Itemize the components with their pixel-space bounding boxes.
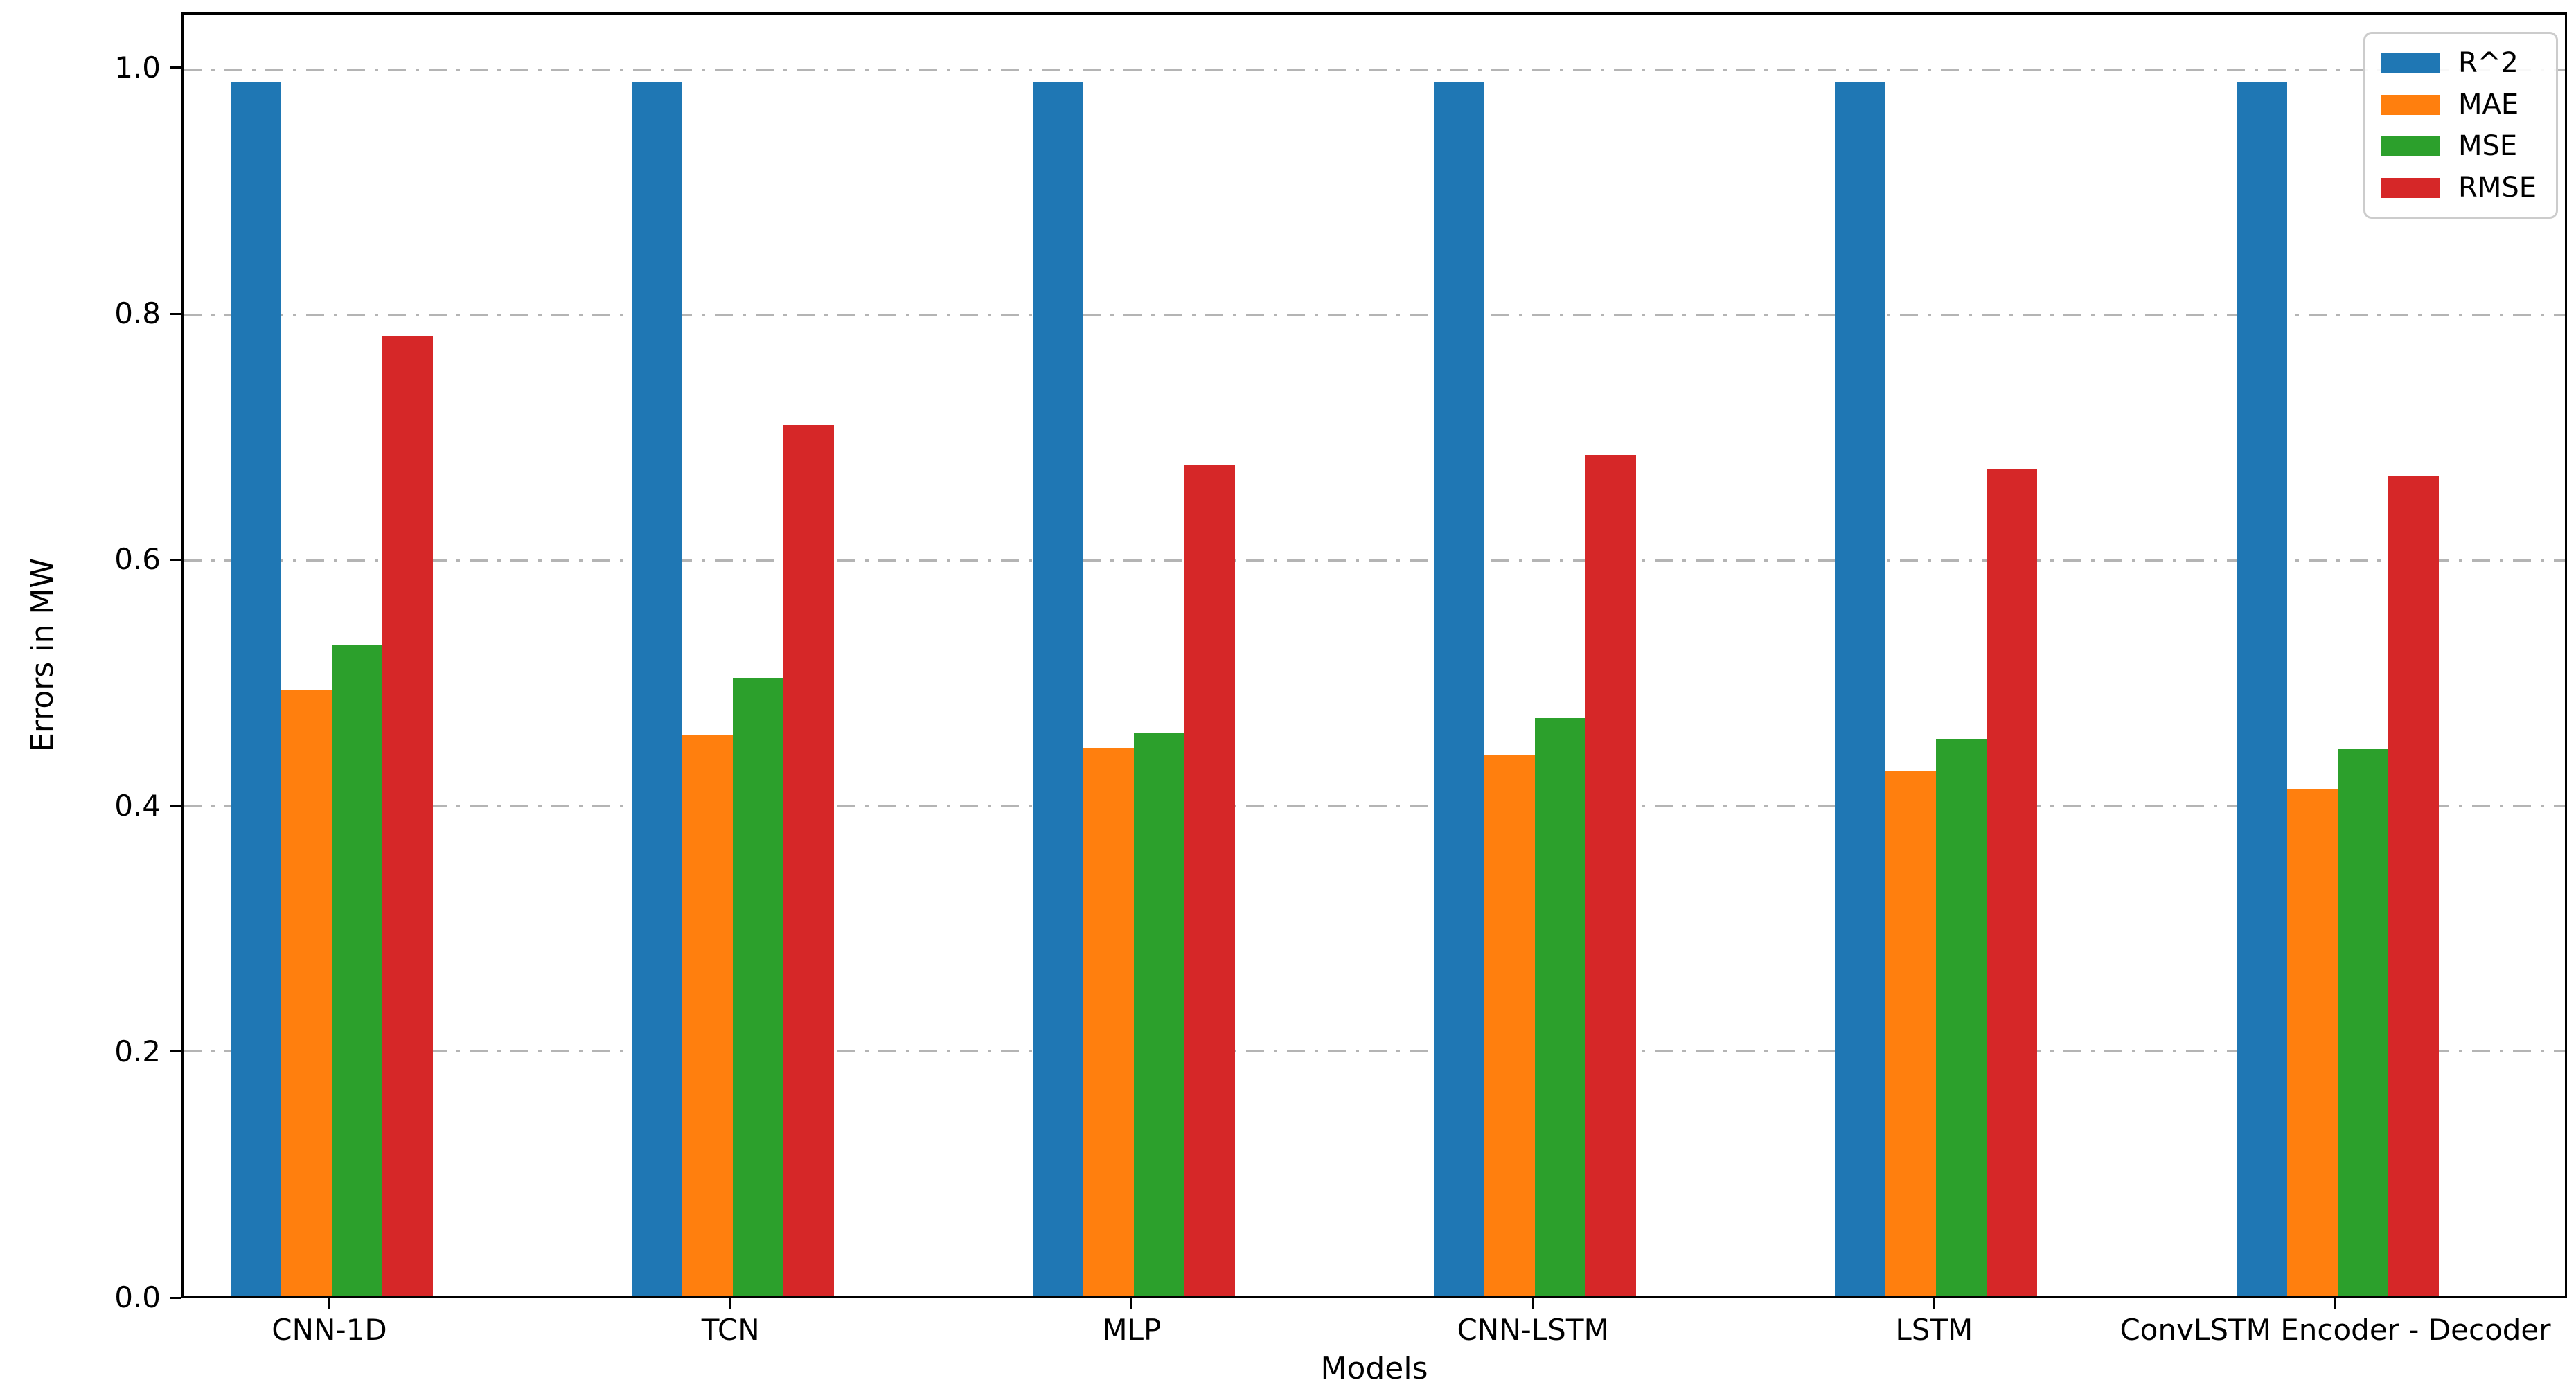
x-tick-mark	[328, 1298, 330, 1309]
bar-mae-4	[1885, 771, 1937, 1296]
y-tick-label: 1.0	[114, 50, 161, 84]
y-axis-title: Errors in MW	[25, 558, 60, 752]
bar-rmse-4	[1987, 469, 2038, 1296]
x-tick-label-2: MLP	[1102, 1313, 1162, 1347]
gridline	[184, 1049, 2565, 1052]
x-axis-title: Models	[1320, 1351, 1428, 1386]
bar-rmse-2	[1184, 464, 1235, 1296]
legend-item-mse: MSE	[2381, 131, 2537, 161]
bar-rmse-3	[1585, 454, 1637, 1296]
gridline	[184, 559, 2565, 562]
bar-mse-3	[1535, 718, 1586, 1296]
legend-label: R^2	[2458, 47, 2519, 79]
x-tick-label-1: TCN	[701, 1313, 760, 1347]
gridline	[184, 69, 2565, 71]
gridline	[184, 804, 2565, 807]
legend-item-mae: MAE	[2381, 89, 2537, 120]
y-tick-mark	[170, 312, 181, 315]
bar-mae-0	[281, 690, 332, 1296]
legend-label: MAE	[2458, 89, 2519, 120]
bar-mae-5	[2286, 789, 2338, 1296]
bar-mse-2	[1133, 733, 1184, 1296]
bar-mse-4	[1936, 739, 1987, 1296]
x-tick-mark	[1531, 1298, 1534, 1309]
x-tick-label-5: ConvLSTM Encoder - Decoder	[2120, 1313, 2551, 1347]
y-tick-label: 0.2	[114, 1034, 161, 1068]
x-tick-label-3: CNN-LSTM	[1457, 1313, 1609, 1347]
bar-mse-5	[2337, 749, 2388, 1296]
legend-label: RMSE	[2458, 172, 2537, 204]
bar-r2-4	[1835, 82, 1886, 1296]
legend-swatch-icon	[2381, 94, 2441, 115]
bar-r2-2	[1032, 82, 1083, 1296]
bar-r2-5	[2236, 82, 2287, 1296]
x-tick-mark	[2334, 1298, 2336, 1309]
x-tick-mark	[729, 1298, 732, 1309]
bar-rmse-0	[382, 335, 433, 1296]
bar-r2-0	[230, 82, 281, 1296]
legend-swatch-icon	[2381, 177, 2441, 198]
bar-rmse-1	[783, 425, 834, 1296]
x-tick-label-0: CNN-1D	[272, 1313, 387, 1347]
legend-item-r2: R^2	[2381, 48, 2537, 78]
y-tick-mark	[170, 1296, 181, 1299]
bar-mae-2	[1083, 747, 1134, 1296]
gridline	[184, 314, 2565, 316]
legend-label: MSE	[2458, 130, 2518, 162]
bar-mse-1	[732, 677, 783, 1296]
y-tick-label: 0.4	[114, 788, 161, 823]
y-tick-mark	[170, 558, 181, 561]
bar-mae-1	[682, 735, 733, 1296]
legend-item-rmse: RMSE	[2381, 172, 2537, 203]
y-tick-mark	[170, 1050, 181, 1053]
y-tick-label: 0.0	[114, 1280, 161, 1314]
y-tick-label: 0.6	[114, 542, 161, 577]
bar-mae-3	[1484, 755, 1536, 1296]
x-tick-mark	[1933, 1298, 1935, 1309]
bar-r2-1	[631, 82, 682, 1296]
y-tick-mark	[170, 66, 181, 69]
x-tick-mark	[1130, 1298, 1133, 1309]
y-tick-mark	[170, 805, 181, 807]
y-tick-label: 0.8	[114, 296, 161, 331]
legend-swatch-icon	[2381, 136, 2441, 156]
bar-mse-0	[331, 644, 382, 1296]
legend-swatch-icon	[2381, 53, 2441, 73]
plot-area	[181, 12, 2567, 1298]
x-tick-label-4: LSTM	[1895, 1313, 1973, 1347]
bar-rmse-5	[2388, 476, 2439, 1296]
legend: R^2 MAE MSE RMSE	[2363, 32, 2558, 219]
bar-r2-3	[1434, 82, 1485, 1296]
